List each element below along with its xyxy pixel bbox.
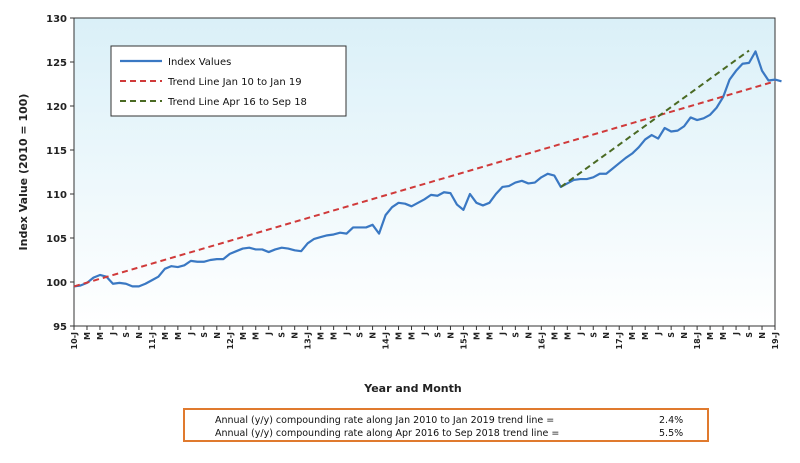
x-tick-label: M — [83, 332, 92, 340]
y-tick-label: 110 — [46, 190, 67, 201]
x-tick-label: 14-J — [382, 332, 391, 349]
x-tick-label: S — [433, 332, 442, 338]
x-tick-label: M — [252, 332, 261, 340]
x-tick-label: M — [719, 332, 728, 340]
x-tick-label: M — [472, 332, 481, 340]
x-tick-label: J — [265, 332, 274, 336]
x-tick-label: N — [758, 332, 767, 339]
rate-label: Annual (y/y) compounding rate along Jan … — [215, 415, 555, 426]
x-tick-label: N — [602, 332, 611, 339]
x-tick-label: M — [628, 332, 637, 340]
x-tick-label: M — [239, 332, 248, 340]
x-tick-label: M — [174, 332, 183, 340]
x-tick-label: M — [641, 332, 650, 340]
y-tick-label: 125 — [46, 58, 67, 69]
rates-box: Annual (y/y) compounding rate along Jan … — [183, 408, 709, 442]
y-tick-label: 120 — [46, 102, 67, 113]
x-tick-label: 16-J — [537, 332, 546, 349]
x-tick-label: M — [96, 332, 105, 340]
x-tick-label: M — [317, 332, 326, 340]
rate-row-2016-2018: Annual (y/y) compounding rate along Apr … — [215, 428, 695, 442]
rate-value: 5.5% — [659, 428, 684, 439]
y-axis-ticks: 95 100 105 110 115 120 125 130 — [46, 14, 74, 333]
legend-entry: Trend Line Jan 10 to Jan 19 — [167, 77, 302, 88]
x-tick-label: M — [563, 332, 572, 340]
y-tick-label: 115 — [46, 146, 67, 157]
x-tick-label: N — [369, 332, 378, 339]
x-tick-label: S — [667, 332, 676, 338]
x-tick-label: M — [330, 332, 339, 340]
x-tick-label: M — [485, 332, 494, 340]
x-tick-label: S — [356, 332, 365, 338]
x-tick-label: S — [511, 332, 520, 338]
x-tick-label: M — [550, 332, 559, 340]
y-tick-label: 105 — [46, 234, 67, 245]
legend: Index Values Trend Line Jan 10 to Jan 19 T… — [110, 45, 347, 117]
series-line-2 — [73, 80, 776, 288]
rate-row-2010-2019: Annual (y/y) compounding rate along Jan … — [215, 415, 695, 429]
x-tick-label: 19-J — [771, 332, 780, 349]
x-tick-label: S — [122, 332, 131, 338]
x-tick-label: M — [706, 332, 715, 340]
rate-value: 2.4% — [659, 415, 684, 426]
rate-label: Annual (y/y) compounding rate along Apr … — [215, 428, 560, 439]
x-tick-label: M — [408, 332, 417, 340]
x-tick-label: N — [524, 332, 533, 339]
series-layer — [73, 49, 782, 288]
x-tick-label: N — [680, 332, 689, 339]
x-tick-label: J — [187, 332, 196, 336]
x-tick-label: J — [109, 332, 118, 336]
legend-entry: Index Values — [168, 57, 231, 68]
y-tick-label: 100 — [46, 278, 67, 289]
x-axis-ticks: 10-J M M J S N 11-J M M J S N 12-J M M J S N 13-J M M J S N 14-J… — [70, 326, 780, 349]
x-tick-label: 12-J — [226, 332, 235, 349]
x-tick-label: S — [589, 332, 598, 338]
y-tick-label: 95 — [53, 322, 67, 333]
legend-entry: Trend Line Apr 16 to Sep 18 — [167, 97, 307, 108]
x-tick-label: N — [135, 332, 144, 339]
x-tick-label: J — [732, 332, 741, 336]
x-tick-label: N — [291, 332, 300, 339]
x-tick-label: N — [213, 332, 222, 339]
x-tick-label: S — [200, 332, 209, 338]
x-tick-label: S — [745, 332, 754, 338]
series-line-3 — [560, 49, 750, 188]
x-axis-title: Year and Month — [363, 382, 461, 395]
series-line-1 — [73, 50, 782, 288]
x-tick-label: 13-J — [304, 332, 313, 349]
x-tick-label: 10-J — [70, 332, 79, 349]
x-tick-label: J — [576, 332, 585, 336]
x-tick-label: J — [421, 332, 430, 336]
x-tick-label: M — [161, 332, 170, 340]
x-tick-label: J — [498, 332, 507, 336]
y-axis-title: Index Value (2010 = 100) — [17, 94, 30, 251]
y-tick-label: 130 — [46, 14, 67, 25]
x-tick-label: 11-J — [148, 332, 157, 349]
x-tick-label: 17-J — [615, 332, 624, 349]
x-tick-label: 18-J — [693, 332, 702, 349]
x-tick-label: S — [278, 332, 287, 338]
x-tick-label: J — [343, 332, 352, 336]
x-tick-label: N — [446, 332, 455, 339]
x-tick-label: 15-J — [459, 332, 468, 349]
x-tick-label: M — [395, 332, 404, 340]
x-tick-label: J — [654, 332, 663, 336]
